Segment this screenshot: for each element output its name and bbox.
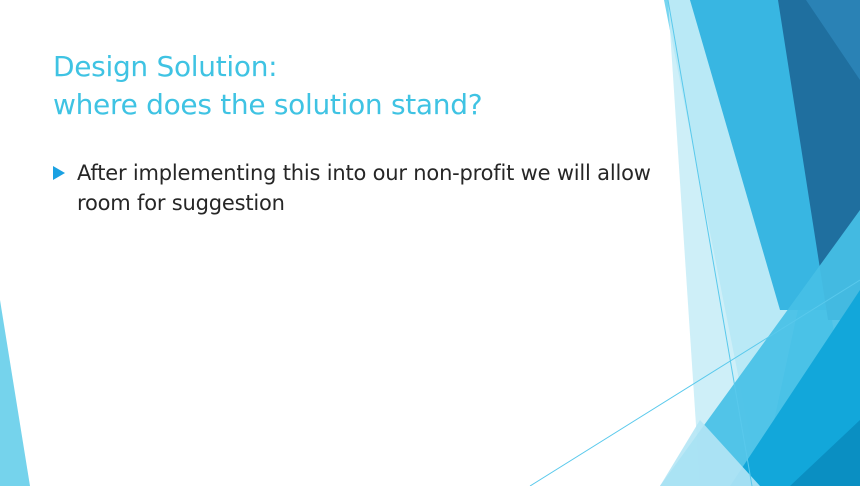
bullet-list: After implementing this into our non-pro… (53, 158, 653, 218)
facet-bottom-deep (790, 420, 860, 486)
accent-line-steep (667, 0, 753, 486)
accent-line-diagonal (529, 279, 860, 486)
bullet-text: After implementing this into our non-pro… (77, 161, 651, 215)
facet-bottom-bright (730, 290, 860, 486)
bullet-item: After implementing this into our non-pro… (53, 158, 653, 218)
facet-steel (806, 0, 860, 80)
slide-title-line-1: Design Solution: (53, 50, 278, 83)
slide-title: Design Solution: where does the solution… (53, 48, 483, 124)
triangle-right-icon (53, 166, 65, 180)
facet-bottom-pale (660, 420, 760, 486)
slide-title-line-2: where does the solution stand? (53, 88, 483, 121)
left-edge-facet (0, 300, 30, 486)
